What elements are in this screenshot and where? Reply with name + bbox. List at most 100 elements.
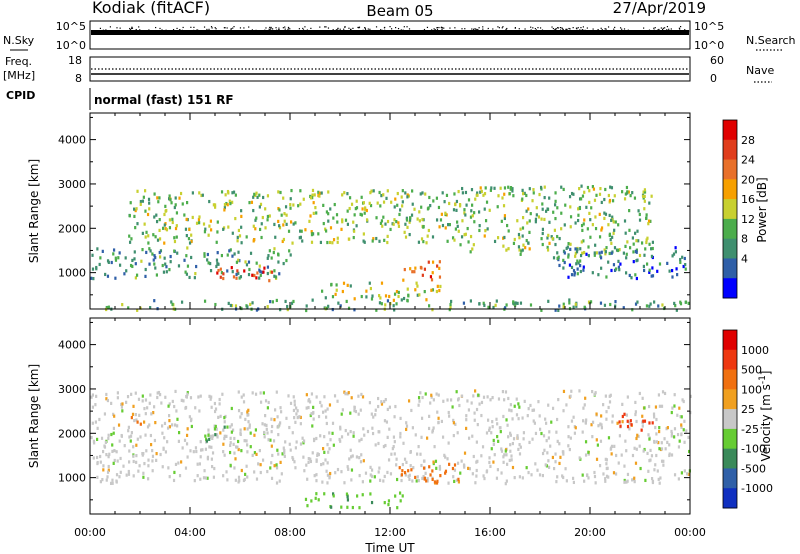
velocity-cell xyxy=(529,403,532,408)
colorbar-segment xyxy=(723,428,737,450)
power-cell xyxy=(355,199,358,203)
nsearch-point xyxy=(255,29,257,31)
velocity-cell xyxy=(153,438,157,443)
power-cell xyxy=(435,289,439,294)
power-cell xyxy=(341,289,344,294)
power-cell xyxy=(668,269,671,273)
power-cell xyxy=(311,196,314,200)
power-cell xyxy=(628,228,631,232)
velocity-cell xyxy=(422,466,426,470)
velocity-cell xyxy=(611,420,614,424)
velocity-cell xyxy=(115,473,119,477)
velocity-cell xyxy=(302,441,305,445)
nsearch-point xyxy=(256,29,258,32)
nsearch-point xyxy=(365,30,367,32)
power-cell xyxy=(457,229,460,233)
velocity-cell xyxy=(362,427,365,431)
power-cell xyxy=(422,239,425,244)
power-cell xyxy=(624,271,628,275)
velocity-cell xyxy=(492,460,495,464)
power-cell xyxy=(270,270,274,274)
velocity-cell xyxy=(147,477,150,481)
velocity-cell xyxy=(320,404,323,408)
nsearch-point xyxy=(498,27,500,29)
velocity-cell xyxy=(568,447,571,452)
power-cell xyxy=(633,196,637,200)
power-cell xyxy=(365,218,369,222)
power-cell xyxy=(511,189,514,193)
velocity-data-cells xyxy=(90,389,692,510)
velocity-cell xyxy=(178,474,182,478)
colorbar-segment xyxy=(723,488,737,509)
velocity-cell xyxy=(314,496,317,500)
nsearch-point xyxy=(687,30,690,32)
power-cell xyxy=(392,298,395,302)
power-cell xyxy=(439,284,442,289)
velocity-cell xyxy=(185,442,189,446)
velocity-cell xyxy=(168,475,171,479)
power-cell xyxy=(329,207,332,211)
nsearch-point xyxy=(653,27,655,29)
velocity-cell xyxy=(237,475,241,479)
power-cell xyxy=(425,241,428,245)
power-cell xyxy=(270,256,273,260)
power-cell xyxy=(123,272,126,276)
velocity-cell xyxy=(540,431,543,436)
nsearch-point xyxy=(105,29,107,31)
power-cell xyxy=(541,207,544,211)
nsearch-point xyxy=(400,29,402,31)
velocity-cell xyxy=(144,398,148,402)
power-cell xyxy=(305,308,308,313)
power-cell xyxy=(593,251,596,255)
power-cell xyxy=(175,235,178,239)
power-cell xyxy=(226,189,230,194)
velocity-cell xyxy=(246,450,249,454)
freq-unit-label: [MHz] xyxy=(3,69,35,82)
power-cell xyxy=(431,308,434,312)
velocity-cell xyxy=(273,418,276,422)
power-cell xyxy=(381,224,384,228)
velocity-cell xyxy=(505,479,508,483)
power-cell xyxy=(448,308,451,312)
power-cell xyxy=(298,236,301,240)
power-cell xyxy=(156,238,160,242)
power-cell xyxy=(309,196,313,200)
velocity-cell xyxy=(328,476,331,480)
power-cell xyxy=(427,228,430,233)
velocity-cell xyxy=(228,450,232,455)
power-cell xyxy=(462,301,466,305)
velocity-cell xyxy=(431,477,434,482)
power-cell xyxy=(179,191,183,196)
velocity-cell xyxy=(251,453,254,457)
nsearch-point xyxy=(509,30,511,32)
power-cell xyxy=(114,258,118,262)
nsearch-point xyxy=(670,28,672,30)
power-cell xyxy=(314,206,317,210)
power-cell xyxy=(643,188,647,192)
power-cell xyxy=(170,300,173,304)
velocity-cell xyxy=(463,463,466,468)
nsearch-point xyxy=(131,27,134,29)
nsearch-point xyxy=(384,26,386,29)
velocity-cell xyxy=(151,454,155,458)
velocity-cell xyxy=(618,434,621,438)
velocity-cell xyxy=(562,475,565,480)
velocity-cell xyxy=(518,452,522,456)
power-cell xyxy=(614,220,617,224)
velocity-cell xyxy=(508,408,511,412)
velocity-cell xyxy=(382,479,385,483)
velocity-cell xyxy=(185,395,188,399)
power-cell xyxy=(604,250,607,254)
power-cell xyxy=(543,217,546,222)
velocity-cell xyxy=(99,454,102,459)
power-cell xyxy=(256,271,259,275)
power-cell xyxy=(266,256,269,260)
velocity-cell xyxy=(658,404,661,408)
power-cell xyxy=(431,288,435,292)
velocity-cell xyxy=(261,422,264,426)
power-cell xyxy=(488,208,491,212)
velocity-cell xyxy=(604,457,607,461)
power-cell xyxy=(581,194,585,198)
velocity-cell xyxy=(217,415,220,419)
power-cell xyxy=(156,196,159,200)
